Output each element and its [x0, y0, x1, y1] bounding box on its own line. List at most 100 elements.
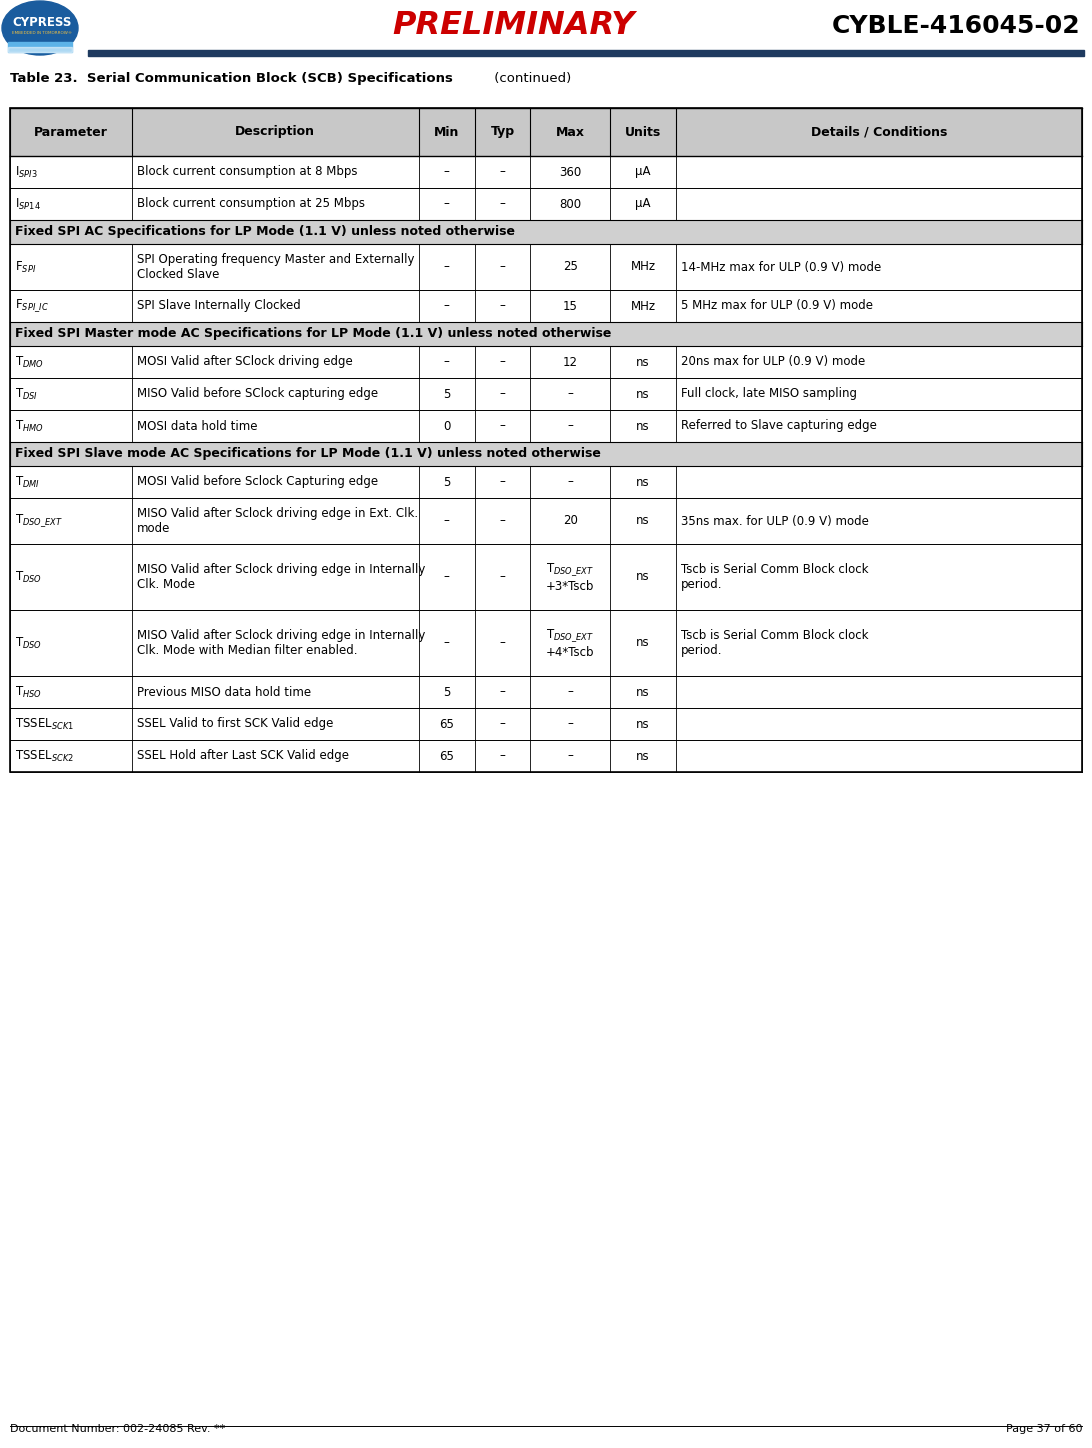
- Bar: [10, 740, 1082, 772]
- Bar: [10, 410, 1082, 442]
- Text: –: –: [444, 514, 450, 527]
- Text: 14-MHz max for ULP (0.9 V) mode: 14-MHz max for ULP (0.9 V) mode: [681, 261, 881, 274]
- Text: Table 23.  Serial Communication Block (SCB) Specifications: Table 23. Serial Communication Block (SC…: [10, 72, 453, 85]
- Text: ns: ns: [637, 514, 650, 527]
- Text: MOSI data hold time: MOSI data hold time: [136, 420, 258, 433]
- Text: Fixed SPI Master mode AC Specifications for LP Mode (1.1 V) unless noted otherwi: Fixed SPI Master mode AC Specifications …: [15, 327, 612, 340]
- Text: SPI Operating frequency Master and Externally
Clocked Slave: SPI Operating frequency Master and Exter…: [136, 253, 414, 281]
- Ellipse shape: [2, 1, 78, 55]
- Text: ns: ns: [637, 718, 650, 730]
- Text: –: –: [567, 718, 573, 730]
- Text: ns: ns: [637, 750, 650, 763]
- Text: MISO Valid before SClock capturing edge: MISO Valid before SClock capturing edge: [136, 388, 378, 401]
- Text: 0: 0: [443, 420, 451, 433]
- Bar: [10, 245, 1082, 290]
- Text: –: –: [500, 637, 506, 650]
- Text: –: –: [444, 571, 450, 584]
- Text: ns: ns: [637, 685, 650, 698]
- Text: SSEL Valid to first SCK Valid edge: SSEL Valid to first SCK Valid edge: [136, 718, 333, 730]
- Bar: [10, 109, 1082, 772]
- Bar: [10, 676, 1082, 708]
- Bar: [475, 109, 531, 156]
- Bar: [10, 466, 1082, 498]
- Bar: [676, 109, 1082, 156]
- Text: T$_{DMI}$: T$_{DMI}$: [15, 475, 40, 489]
- Text: –: –: [444, 261, 450, 274]
- Text: F$_{SPI}$: F$_{SPI}$: [15, 259, 36, 275]
- Text: 5: 5: [443, 685, 451, 698]
- Bar: [10, 109, 132, 156]
- Bar: [10, 346, 1082, 378]
- Text: –: –: [444, 356, 450, 368]
- Text: –: –: [500, 685, 506, 698]
- Text: T$_{DSI}$: T$_{DSI}$: [15, 387, 38, 401]
- Text: 15: 15: [562, 300, 578, 313]
- Text: ns: ns: [637, 475, 650, 488]
- Text: 20ns max for ULP (0.9 V) mode: 20ns max for ULP (0.9 V) mode: [681, 356, 866, 368]
- Bar: [0, 0, 1092, 58]
- Bar: [10, 544, 1082, 610]
- Text: Max: Max: [556, 126, 584, 139]
- Text: –: –: [444, 165, 450, 178]
- Text: –: –: [500, 300, 506, 313]
- Text: Units: Units: [625, 126, 661, 139]
- Text: PRELIMINARY: PRELIMINARY: [392, 10, 634, 42]
- Text: –: –: [567, 388, 573, 401]
- Text: MHz: MHz: [630, 300, 655, 313]
- Text: EMBEDDED IN TOMORROW®: EMBEDDED IN TOMORROW®: [12, 30, 72, 35]
- Text: 12: 12: [562, 356, 578, 368]
- Text: –: –: [567, 750, 573, 763]
- Text: ns: ns: [637, 571, 650, 584]
- Text: –: –: [500, 571, 506, 584]
- Text: T$_{DSO\_EXT}$
+4*Tscb: T$_{DSO\_EXT}$ +4*Tscb: [546, 627, 594, 659]
- Text: –: –: [500, 356, 506, 368]
- Text: –: –: [444, 637, 450, 650]
- Bar: [10, 321, 1082, 346]
- Text: Block current consumption at 8 Mbps: Block current consumption at 8 Mbps: [136, 165, 357, 178]
- Bar: [88, 51, 1084, 56]
- Text: MISO Valid after Sclock driving edge in Internally
Clk. Mode with Median filter : MISO Valid after Sclock driving edge in …: [136, 628, 425, 657]
- Text: T$_{DSO\_EXT}$: T$_{DSO\_EXT}$: [15, 513, 63, 530]
- Text: –: –: [567, 685, 573, 698]
- Text: Block current consumption at 25 Mbps: Block current consumption at 25 Mbps: [136, 197, 365, 210]
- Text: –: –: [500, 718, 506, 730]
- Text: Details / Conditions: Details / Conditions: [811, 126, 948, 139]
- Bar: [10, 156, 1082, 188]
- Text: 360: 360: [559, 165, 581, 178]
- Bar: [10, 188, 1082, 220]
- Text: CYBLE-416045-02: CYBLE-416045-02: [831, 14, 1080, 38]
- Bar: [8, 42, 72, 52]
- Text: Typ: Typ: [490, 126, 514, 139]
- Text: 20: 20: [562, 514, 578, 527]
- Text: SPI Slave Internally Clocked: SPI Slave Internally Clocked: [136, 300, 300, 313]
- Text: –: –: [444, 197, 450, 210]
- Bar: [10, 442, 1082, 466]
- Bar: [10, 708, 1082, 740]
- Text: 65: 65: [439, 750, 454, 763]
- Text: –: –: [444, 300, 450, 313]
- Text: Document Number: 002-24085 Rev. **: Document Number: 002-24085 Rev. **: [10, 1423, 225, 1434]
- Text: MOSI Valid before Sclock Capturing edge: MOSI Valid before Sclock Capturing edge: [136, 475, 378, 488]
- Text: T$_{DMO}$: T$_{DMO}$: [15, 355, 44, 369]
- Text: MISO Valid after Sclock driving edge in Ext. Clk.
mode: MISO Valid after Sclock driving edge in …: [136, 507, 418, 536]
- Text: 35ns max. for ULP (0.9 V) mode: 35ns max. for ULP (0.9 V) mode: [681, 514, 869, 527]
- Bar: [10, 378, 1082, 410]
- Text: CYPRESS: CYPRESS: [12, 16, 72, 29]
- Text: I$_{SP14}$: I$_{SP14}$: [15, 197, 40, 211]
- Text: –: –: [500, 750, 506, 763]
- Text: –: –: [500, 261, 506, 274]
- Text: Fixed SPI AC Specifications for LP Mode (1.1 V) unless noted otherwise: Fixed SPI AC Specifications for LP Mode …: [15, 226, 515, 239]
- Text: (continued): (continued): [490, 72, 571, 85]
- Text: –: –: [500, 475, 506, 488]
- Bar: [10, 290, 1082, 321]
- Text: μA: μA: [636, 197, 651, 210]
- Text: Min: Min: [435, 126, 460, 139]
- Text: Tscb is Serial Comm Block clock
period.: Tscb is Serial Comm Block clock period.: [681, 628, 869, 657]
- Text: 65: 65: [439, 718, 454, 730]
- Text: –: –: [500, 197, 506, 210]
- Text: T$_{DSO\_EXT}$
+3*Tscb: T$_{DSO\_EXT}$ +3*Tscb: [546, 560, 594, 594]
- Text: 800: 800: [559, 197, 581, 210]
- Text: ns: ns: [637, 356, 650, 368]
- Text: MISO Valid after Sclock driving edge in Internally
Clk. Mode: MISO Valid after Sclock driving edge in …: [136, 563, 425, 591]
- Text: –: –: [567, 420, 573, 433]
